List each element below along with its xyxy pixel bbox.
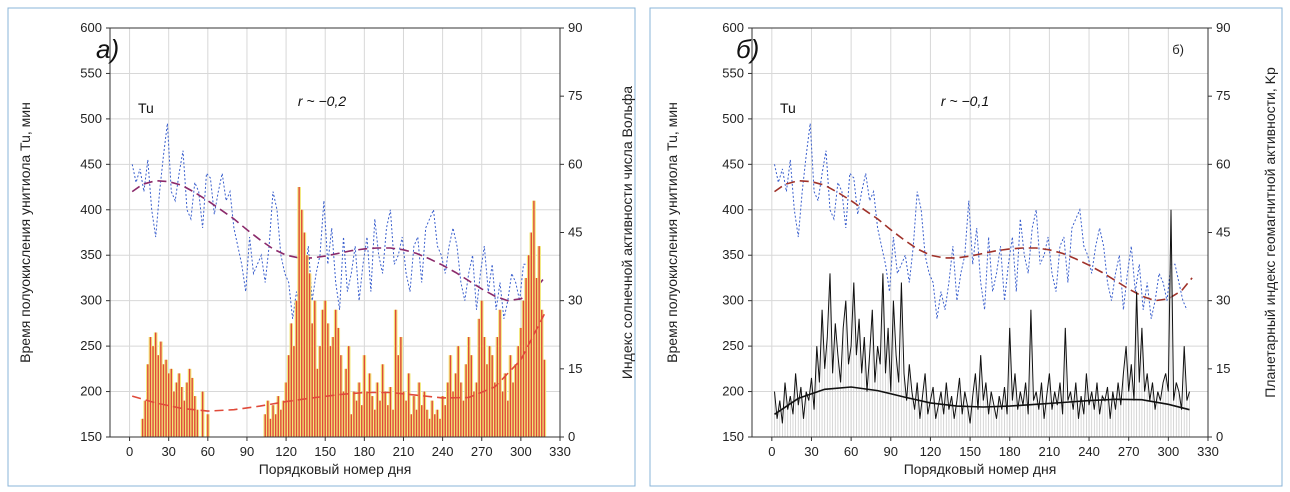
a-yl-tick-label: 550 — [80, 65, 102, 80]
a-yl-tick-label: 250 — [80, 338, 102, 353]
a-x-tick-label: 210 — [393, 444, 415, 459]
a-series-1-line — [131, 179, 545, 302]
b-x-tick-label: 270 — [1118, 444, 1140, 459]
panel-a: 0 30 60 90 120 150 180 210 240 270 300 330150200250… — [17, 20, 635, 477]
a-yr-tick-label: 90 — [568, 20, 582, 35]
b-yl-tick-label: 600 — [722, 20, 744, 35]
b-x-tick-label: 30 — [804, 444, 818, 459]
b-series-1-line — [774, 179, 1193, 302]
a-yl-tick-label: 600 — [80, 20, 102, 35]
a-yr-tick-label: 45 — [568, 225, 582, 240]
a-yl-tick-label: 150 — [80, 429, 102, 444]
b-yl-tick-label: 200 — [722, 384, 744, 399]
b-series-label: Tu — [780, 100, 796, 116]
a-yr-tick-label: 75 — [568, 88, 582, 103]
a-x-tick-label: 180 — [353, 444, 375, 459]
a-x-tick-label: 270 — [471, 444, 493, 459]
b-x-tick-label: 150 — [959, 444, 981, 459]
b-yl-tick-label: 250 — [722, 338, 744, 353]
b-x-tick-label: 0 — [768, 444, 775, 459]
b-x-tick-label: 330 — [1197, 444, 1219, 459]
b-yr-tick-label: 90 — [1216, 20, 1230, 35]
b-yl-tick-label: 450 — [722, 156, 744, 171]
b-x-tick-label: 210 — [1039, 444, 1061, 459]
a-panel-label: a) — [96, 34, 119, 64]
a-x-axis-label: Порядковый номер дня — [259, 461, 412, 477]
b-yl-tick-label: 300 — [722, 293, 744, 308]
b-y-right-label: Планетарный индекс геомагнитной активнос… — [1262, 67, 1278, 398]
b-yr-tick-label: 0 — [1216, 429, 1223, 444]
a-series-label: Tu — [138, 100, 154, 116]
b-correlation-label: r ~ −0,1 — [941, 93, 989, 109]
a-yr-tick-label: 0 — [568, 429, 575, 444]
b-yl-tick-label: 400 — [722, 202, 744, 217]
a-yr-tick-label: 15 — [568, 361, 582, 376]
b-yr-tick-label: 15 — [1216, 361, 1230, 376]
b-yr-tick-label: 75 — [1216, 88, 1230, 103]
a-y-left-label: Время полуокисления унитиола Tu, мин — [17, 102, 33, 363]
b-series-3-line — [774, 386, 1190, 415]
a-yl-tick-label: 300 — [80, 293, 102, 308]
a-x-tick-label: 120 — [275, 444, 297, 459]
a-yr-tick-label: 60 — [568, 156, 582, 171]
a-x-tick-label: 60 — [201, 444, 215, 459]
a-yl-tick-label: 200 — [80, 384, 102, 399]
b-yr-tick-label: 45 — [1216, 225, 1230, 240]
b-series-0-line — [774, 123, 1188, 319]
a-x-tick-label: 90 — [240, 444, 254, 459]
b-series-2-line — [774, 209, 1190, 424]
a-x-tick-label: 240 — [432, 444, 454, 459]
a-x-tick-label: 0 — [126, 444, 133, 459]
b-y-left-label: Время полуокисления унитиола Tu, мин — [664, 102, 680, 363]
b-yl-tick-label: 500 — [722, 111, 744, 126]
b-x-tick-label: 180 — [999, 444, 1021, 459]
a-x-tick-label: 30 — [161, 444, 175, 459]
b-x-tick-label: 120 — [920, 444, 942, 459]
b-x-tick-label: 90 — [884, 444, 898, 459]
b-corner-label: б) — [1172, 42, 1184, 57]
b-yr-tick-label: 30 — [1216, 293, 1230, 308]
a-x-tick-label: 300 — [510, 444, 532, 459]
a-correlation-label: r ~ −0,2 — [298, 93, 346, 109]
b-yr-tick-label: 60 — [1216, 156, 1230, 171]
b-panel-label: б) — [736, 34, 759, 64]
panel-b: 0 30 60 90 120 150 180 210 240 270 300 330150200250… — [664, 20, 1278, 477]
a-yl-tick-label: 400 — [80, 202, 102, 217]
a-y-right-label: Индекс солнечной активности числа Вольфа — [619, 86, 635, 379]
a-yl-tick-label: 500 — [80, 111, 102, 126]
b-x-tick-label: 240 — [1078, 444, 1100, 459]
a-yr-tick-label: 30 — [568, 293, 582, 308]
b-yl-tick-label: 350 — [722, 247, 744, 262]
a-x-tick-label: 330 — [549, 444, 571, 459]
a-yl-tick-label: 350 — [80, 247, 102, 262]
b-yl-tick-label: 550 — [722, 65, 744, 80]
b-x-tick-label: 300 — [1157, 444, 1179, 459]
b-x-axis-label: Порядковый номер дня — [904, 461, 1057, 477]
b-yl-tick-label: 150 — [722, 429, 744, 444]
a-yl-tick-label: 450 — [80, 156, 102, 171]
a-x-tick-label: 150 — [314, 444, 336, 459]
a-series-0-line — [131, 123, 540, 319]
b-x-tick-label: 60 — [844, 444, 858, 459]
